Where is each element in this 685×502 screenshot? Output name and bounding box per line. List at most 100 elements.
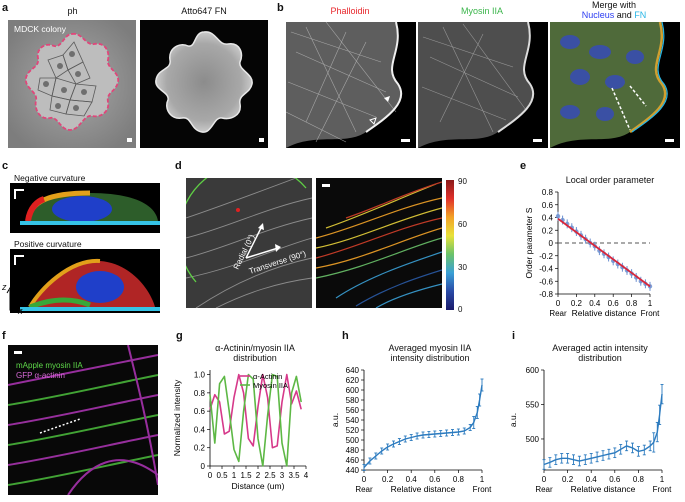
axis-arrows <box>6 287 22 311</box>
label-gfp-actinin: GFP α-actinin <box>16 371 65 380</box>
chart-i-title-line2: distribution <box>578 353 622 363</box>
chart-g: 1.00.80.60.40.200 0.5 1 1.5 2 2.5 3 3.5 4Distanc… <box>172 370 309 491</box>
y-tick-label: 600 <box>346 386 360 395</box>
x-tick-label: 0.4 <box>589 299 601 308</box>
panel-label-f: f <box>2 330 6 342</box>
micrograph-myosin <box>418 22 548 148</box>
micrograph-orientation-map <box>316 178 442 308</box>
panel-label-b: b <box>277 2 284 14</box>
micrograph-merge <box>550 22 680 148</box>
y-tick-label: 580 <box>346 396 360 405</box>
x-tick-label: 0.2 <box>562 475 574 484</box>
arrowhead-open-marker <box>369 117 377 125</box>
axis-z-label: z <box>2 282 7 292</box>
y-tick-label: 0.8 <box>194 389 206 398</box>
legend-label: α-Actinin <box>253 372 282 381</box>
panel-a-title-fn: Atto647 FN <box>181 6 227 16</box>
series-line <box>209 373 302 449</box>
y-tick-label: 560 <box>346 406 360 415</box>
micrograph-phase-contrast: MDCK colony <box>8 20 136 148</box>
series-line <box>209 373 302 467</box>
y-tick-label: 0.2 <box>542 226 554 235</box>
panel-label-d: d <box>175 160 182 172</box>
micrograph-negative-curvature <box>10 183 160 233</box>
x-tick-label: 3.5 <box>288 471 300 480</box>
x-tick-label: 2 <box>256 471 261 480</box>
x-end-label-front: Front <box>641 309 660 318</box>
panel-label-h: h <box>342 330 349 342</box>
panel-label-g: g <box>176 330 183 342</box>
arrowhead-filled-marker <box>384 96 390 102</box>
x-tick-label: 0.6 <box>608 299 620 308</box>
x-tick-label: 0 <box>362 475 367 484</box>
x-end-label-front: Front <box>653 485 672 494</box>
y-tick-label: 460 <box>346 456 360 465</box>
neg-curvature-label: Negative curvature <box>14 173 86 183</box>
panel-label-e: e <box>520 160 527 172</box>
colony-outline <box>25 33 119 131</box>
x-tick-label: 1 <box>232 471 237 480</box>
y-tick-label: 0.4 <box>194 425 206 434</box>
y-tick-label: -0.6 <box>539 277 553 286</box>
chart-i-title: Averaged actin intensity distribution <box>535 343 665 363</box>
x-axis-label: Distance (um) <box>232 481 285 491</box>
x-tick-label: 0.2 <box>571 299 583 308</box>
x-axis-label: Relative distance <box>391 484 456 494</box>
scale-bar-horizontal <box>14 189 24 191</box>
fibronectin-flower-pattern <box>155 31 253 133</box>
y-axis-label: a.u. <box>330 413 340 427</box>
scale-bar <box>401 139 410 142</box>
chart-g-title: α-Actinin/myosin IIA distribution <box>200 343 310 363</box>
micrograph-actin-fibers: Radial (0°) Transverse (90°) <box>186 178 312 308</box>
y-tick-label: -0.4 <box>539 265 553 274</box>
y-tick-label: 0 <box>549 239 554 248</box>
y-tick-label: 600 <box>526 366 540 375</box>
x-tick-label: 0.4 <box>406 475 418 484</box>
x-axis-label: Relative distance <box>571 484 636 494</box>
x-end-label-rear: Rear <box>355 485 373 494</box>
x-tick-label: 1.5 <box>240 471 252 480</box>
chart-e: 0.80.60.40.20-0.2-0.4-0.6-0.80 0.2 0.4 0.6 0… <box>524 188 660 318</box>
merge-line2: Nucleus and FN <box>548 10 680 20</box>
panel-b-title-merge: Merge with Nucleus and FN <box>548 0 680 20</box>
x-tick-label: 1 <box>480 475 485 484</box>
colorbar-tick: 60 <box>458 220 467 229</box>
y-tick-label: 0 <box>201 462 206 471</box>
scale-bar-horizontal <box>14 255 24 257</box>
y-tick-label: 480 <box>346 446 360 455</box>
y-tick-label: 0.2 <box>194 444 206 453</box>
colorbar-tick: 30 <box>458 263 467 272</box>
y-axis-label: a.u. <box>508 413 518 427</box>
orientation-colorbar <box>446 180 454 310</box>
micrograph-fibronectin <box>140 20 268 148</box>
line-profile-marker <box>629 85 647 107</box>
panel-label-a: a <box>2 2 9 14</box>
x-tick-label: 3 <box>280 471 285 480</box>
scale-bar-vertical <box>14 255 16 265</box>
micrograph-actinin-myosin: mApple myosin IIA GFP α-actinin <box>8 345 158 495</box>
chart-h-title-line1: Averaged myosin IIA <box>388 343 472 353</box>
colony-annotation: MDCK colony <box>14 24 66 34</box>
fit-line <box>557 218 651 288</box>
x-tick-label: 0.8 <box>633 475 645 484</box>
panel-label-c: c <box>2 160 9 172</box>
x-tick-label: 0 <box>208 471 213 480</box>
chart-h-title-line2: intensity distribution <box>390 353 470 363</box>
series-line <box>543 394 663 466</box>
scale-bar <box>127 138 132 142</box>
y-tick-label: 520 <box>346 426 360 435</box>
x-end-label-front: Front <box>473 485 492 494</box>
x-tick-label: 0.6 <box>609 475 621 484</box>
axis-x-label: x <box>18 306 23 316</box>
merge-line1: Merge with <box>591 0 636 10</box>
micrograph-phalloidin <box>286 22 416 148</box>
y-tick-label: 0.4 <box>542 214 554 223</box>
micrograph-positive-curvature <box>10 249 160 313</box>
x-tick-label: 0.4 <box>586 475 598 484</box>
panel-b-title-phalloidin: Phalloidin <box>330 6 370 16</box>
y-tick-label: 0.6 <box>194 407 206 416</box>
x-tick-label: 1 <box>648 299 653 308</box>
y-tick-label: 640 <box>346 366 360 375</box>
x-end-label-rear: Rear <box>535 485 553 494</box>
